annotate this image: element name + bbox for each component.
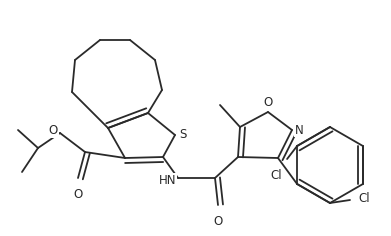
Text: HN: HN bbox=[158, 173, 176, 186]
Text: O: O bbox=[213, 215, 222, 228]
Text: O: O bbox=[264, 96, 273, 109]
Text: N: N bbox=[295, 123, 304, 136]
Text: Cl: Cl bbox=[271, 169, 282, 182]
Text: S: S bbox=[179, 128, 187, 142]
Text: O: O bbox=[74, 188, 83, 201]
Text: Cl: Cl bbox=[358, 191, 369, 205]
Text: O: O bbox=[49, 125, 58, 138]
